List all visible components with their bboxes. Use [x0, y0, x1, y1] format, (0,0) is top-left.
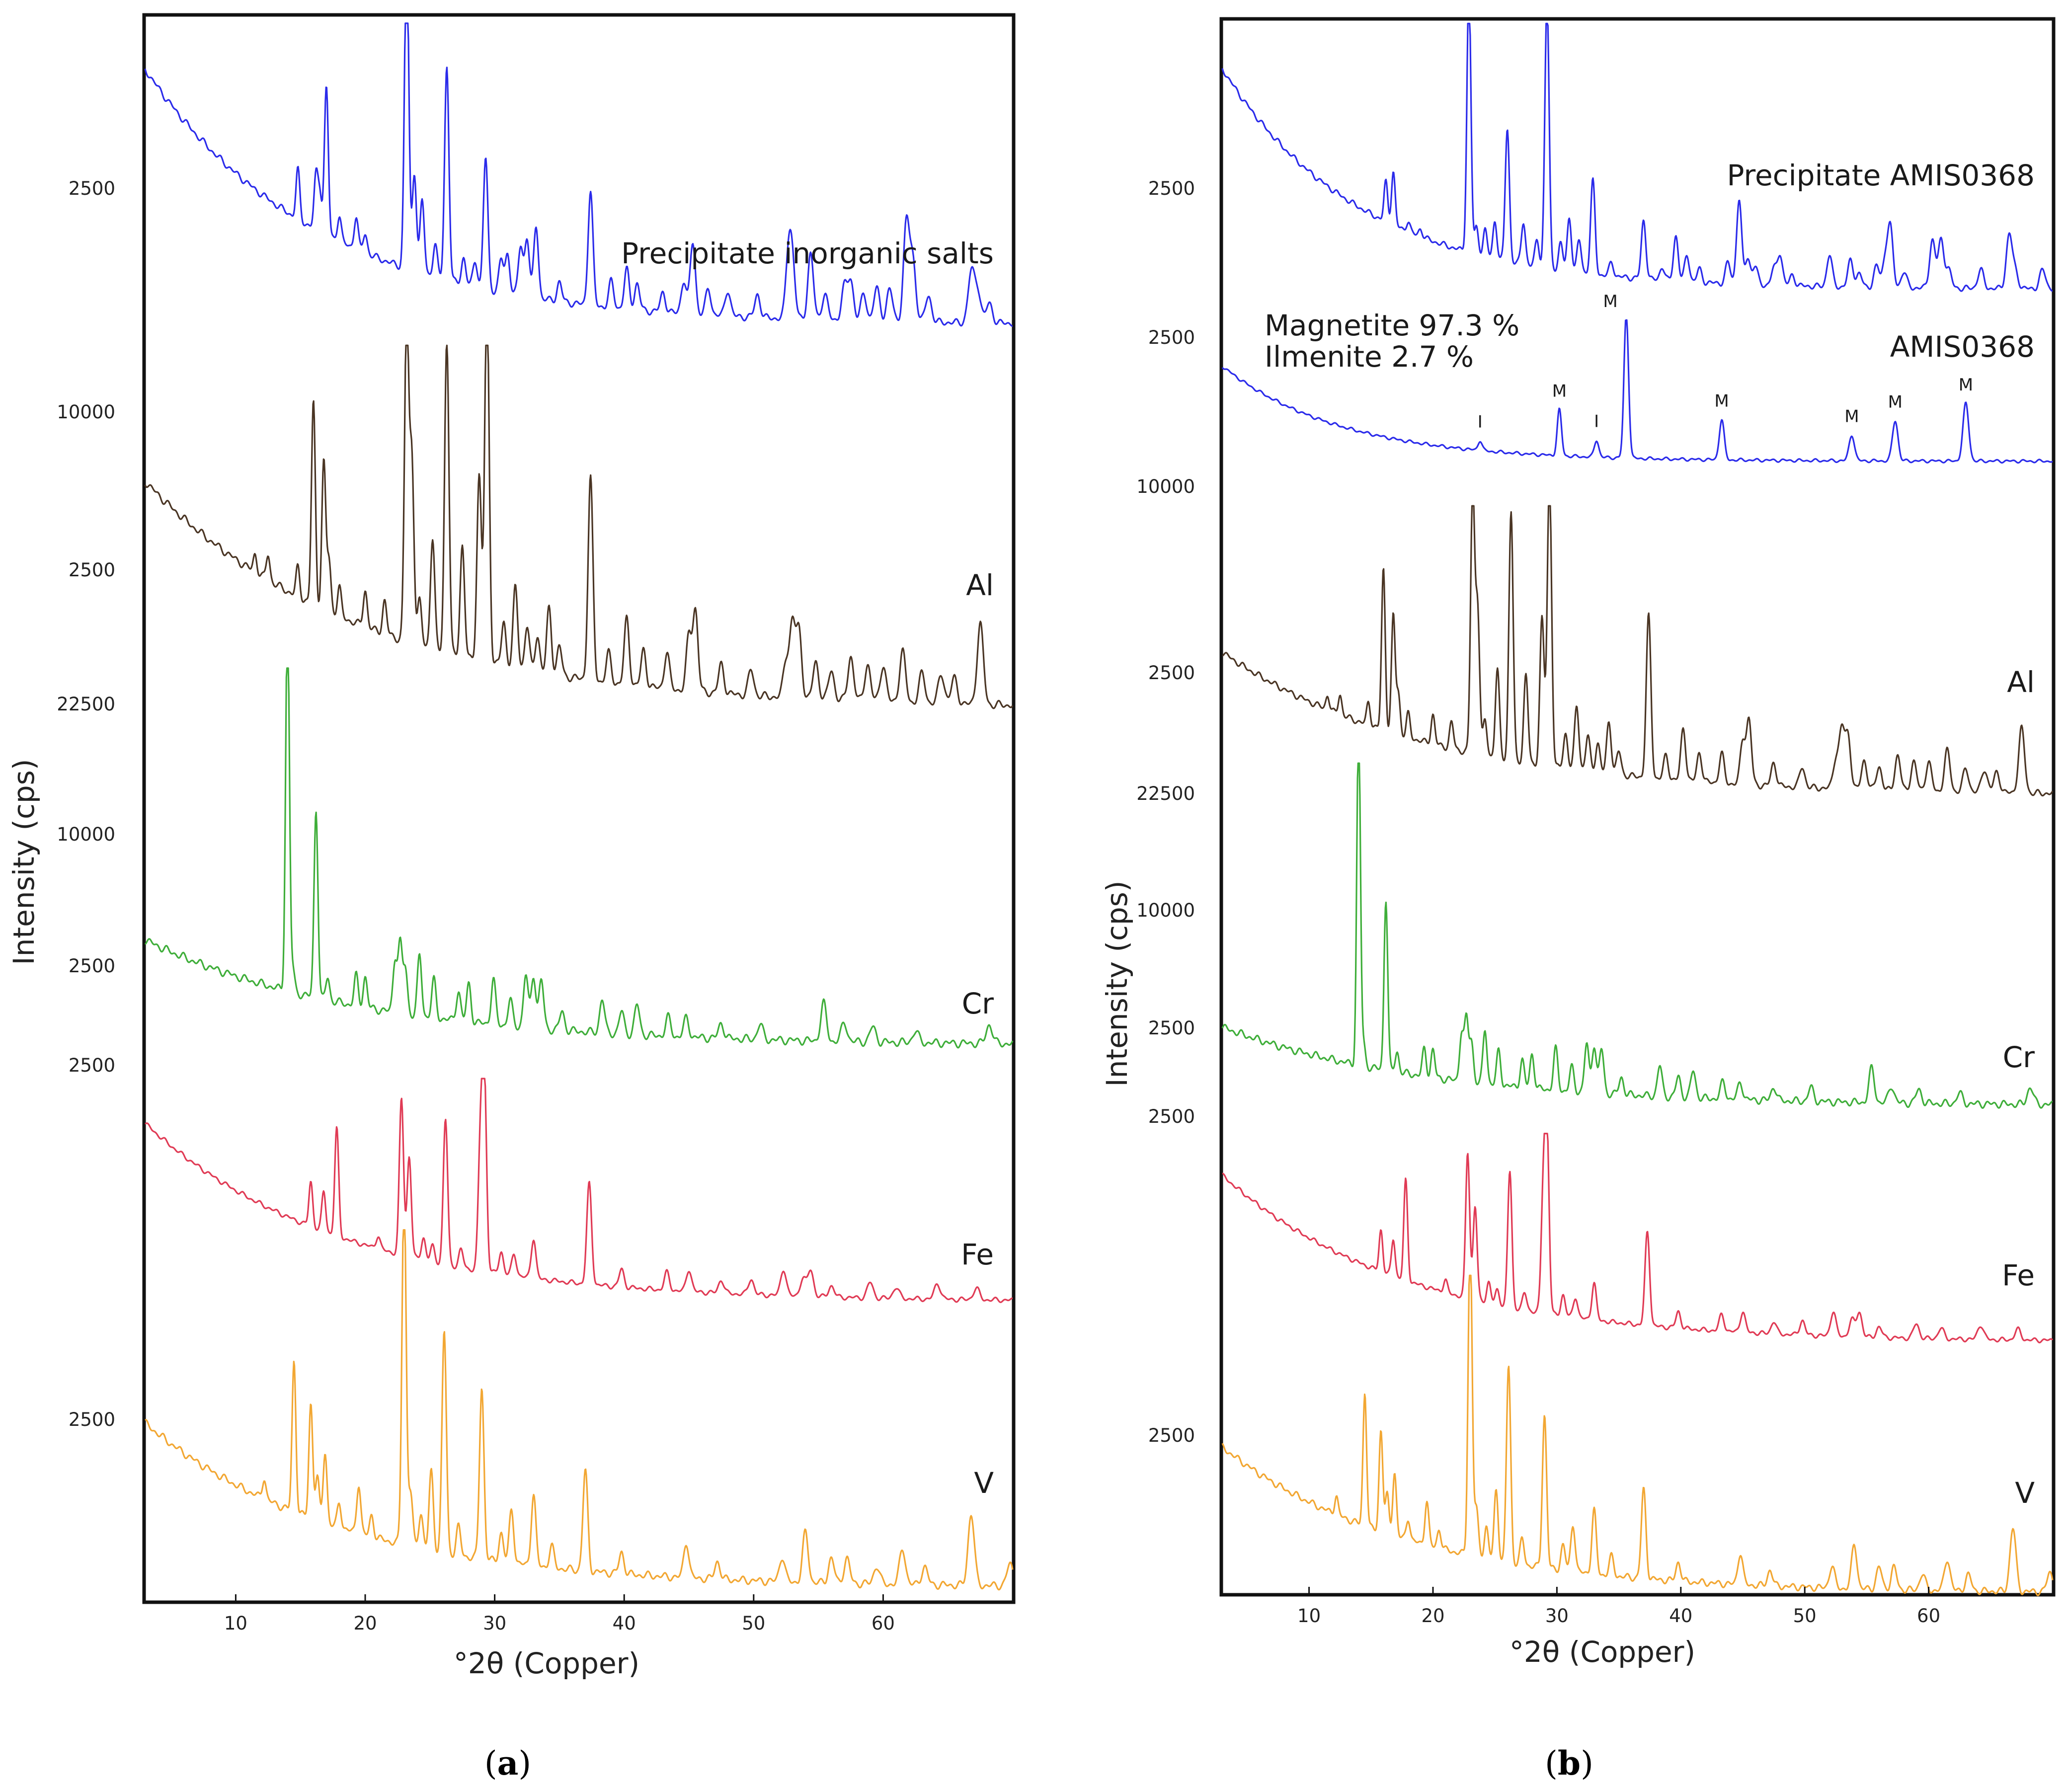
- series-label: V: [2015, 1476, 2035, 1510]
- panel-a-chart: Precipitate inorganic salts 2500 Al 10000 25…: [7, 13, 1016, 1783]
- panel-a-frame: [142, 13, 1016, 1604]
- x-tick-label: 40: [1669, 1605, 1692, 1627]
- peak-marker: M: [1844, 406, 1859, 426]
- y-tick-label: 2500: [1148, 1017, 1195, 1039]
- peak-marker: M: [1959, 375, 1973, 395]
- x-tick-label: 40: [613, 1613, 636, 1634]
- trace-cr: Cr 22500 10000 2500: [57, 667, 1014, 1049]
- series-label: Fe: [2002, 1258, 2035, 1292]
- panel-b-y-axis-title: Intensity (cps): [1100, 880, 1134, 1087]
- x-tick-label: 60: [872, 1613, 895, 1634]
- series-line: [1221, 319, 2053, 464]
- y-tick-label: 2500: [1148, 327, 1195, 348]
- series-label: Al: [2007, 665, 2035, 699]
- peak-marker: M: [1714, 391, 1729, 411]
- series-line: [145, 1229, 1014, 1591]
- x-tick-label: 30: [1545, 1605, 1569, 1627]
- series-label: V: [974, 1466, 994, 1500]
- trace-fe: Fe 2500: [1148, 1106, 2054, 1343]
- series-line: [145, 1078, 1013, 1303]
- peak-marker: I: [1478, 412, 1483, 432]
- panel-b-chart: Precipitate AMIS0368 2500 AMIS0368 2500 I M I M…: [1100, 17, 2056, 1783]
- x-tick-label: 20: [1421, 1605, 1444, 1627]
- series-line: [144, 22, 1013, 327]
- trace-v: V 2500: [1148, 1274, 2054, 1596]
- panel-b-x-axis-title: °2θ (Copper): [1510, 1635, 1695, 1669]
- panel-b-frame: [1219, 17, 2056, 1597]
- x-tick-label: 30: [483, 1613, 506, 1634]
- trace-precipitate-amis0368: Precipitate AMIS0368 2500: [1148, 22, 2053, 292]
- peak-marker: M: [1552, 381, 1567, 401]
- trace-al: Al 10000 2500: [1136, 476, 2054, 797]
- panel-b-caption: (b): [1545, 1744, 1593, 1783]
- y-tick-label: 10000: [1136, 900, 1195, 921]
- panel-b-caption-close: ): [1581, 1744, 1593, 1783]
- series-label: Fe: [961, 1238, 994, 1271]
- trace-al: Al 10000 2500: [57, 344, 1014, 709]
- x-tick-label: 50: [742, 1613, 765, 1634]
- trace-v: V 2500: [69, 1229, 1014, 1591]
- series-label: Precipitate inorganic salts: [621, 236, 994, 270]
- y-tick-label: 2500: [69, 1409, 115, 1430]
- peak-marker: M: [1888, 392, 1903, 412]
- panel-b-caption-open: (: [1545, 1744, 1558, 1783]
- peak-marker: I: [1594, 411, 1599, 431]
- panel-a-y-axis-title: Intensity (cps): [7, 759, 41, 965]
- panel-a-caption: (a): [484, 1744, 531, 1783]
- series-label: Al: [966, 568, 994, 602]
- panel-a-x-axis-title: °2θ (Copper): [454, 1646, 639, 1680]
- trace-precipitate-inorganic-salts: Precipitate inorganic salts 2500: [69, 22, 1013, 327]
- y-tick-label: 10000: [57, 401, 115, 423]
- series-line: [144, 344, 1014, 709]
- y-tick-label: 2500: [1148, 1425, 1195, 1446]
- trace-fe: Fe 2500: [69, 1055, 1013, 1303]
- x-tick-label: 50: [1793, 1605, 1817, 1627]
- x-tick-label: 10: [224, 1613, 247, 1634]
- panel-a-caption-open: (: [484, 1744, 497, 1783]
- trace-amis0368: AMIS0368 2500 I M I M M M M M: [1148, 292, 2053, 464]
- x-tick-label: 10: [1297, 1605, 1321, 1627]
- series-line: [1222, 1133, 2054, 1343]
- y-tick-label: 10000: [1136, 476, 1195, 497]
- y-tick-label: 10000: [57, 824, 115, 845]
- y-tick-label: 2500: [1148, 178, 1195, 199]
- y-tick-label: 22500: [1136, 783, 1195, 804]
- series-line: [1221, 1274, 2054, 1596]
- series-line: [1221, 22, 2053, 292]
- series-line: [1222, 505, 2054, 797]
- series-label: Precipitate AMIS0368: [1727, 158, 2035, 192]
- panel-a-caption-close: ): [518, 1744, 531, 1783]
- series-line: [1221, 762, 2053, 1109]
- panel-a-caption-letter: a: [497, 1744, 519, 1783]
- y-tick-label: 2500: [1148, 662, 1195, 684]
- series-label: Cr: [2003, 1040, 2035, 1074]
- y-tick-label: 22500: [57, 694, 115, 715]
- y-tick-label: 2500: [69, 178, 115, 199]
- series-line: [144, 667, 1014, 1049]
- series-label: AMIS0368: [1890, 330, 2035, 364]
- y-tick-label: 2500: [1148, 1106, 1195, 1127]
- y-tick-label: 2500: [69, 1055, 115, 1076]
- x-tick-label: 60: [1917, 1605, 1940, 1627]
- phase-annotation-ilmenite: Ilmenite 2.7 %: [1265, 340, 1474, 374]
- trace-cr: Cr 22500 10000 2500: [1136, 762, 2053, 1109]
- peak-marker: M: [1603, 292, 1617, 312]
- x-tick-label: 20: [353, 1613, 377, 1634]
- phase-annotation-magnetite: Magnetite 97.3 %: [1265, 309, 1519, 342]
- y-tick-label: 2500: [69, 955, 115, 977]
- y-tick-label: 2500: [69, 559, 115, 581]
- series-label: Cr: [962, 987, 994, 1020]
- panel-b-caption-letter: b: [1558, 1744, 1581, 1783]
